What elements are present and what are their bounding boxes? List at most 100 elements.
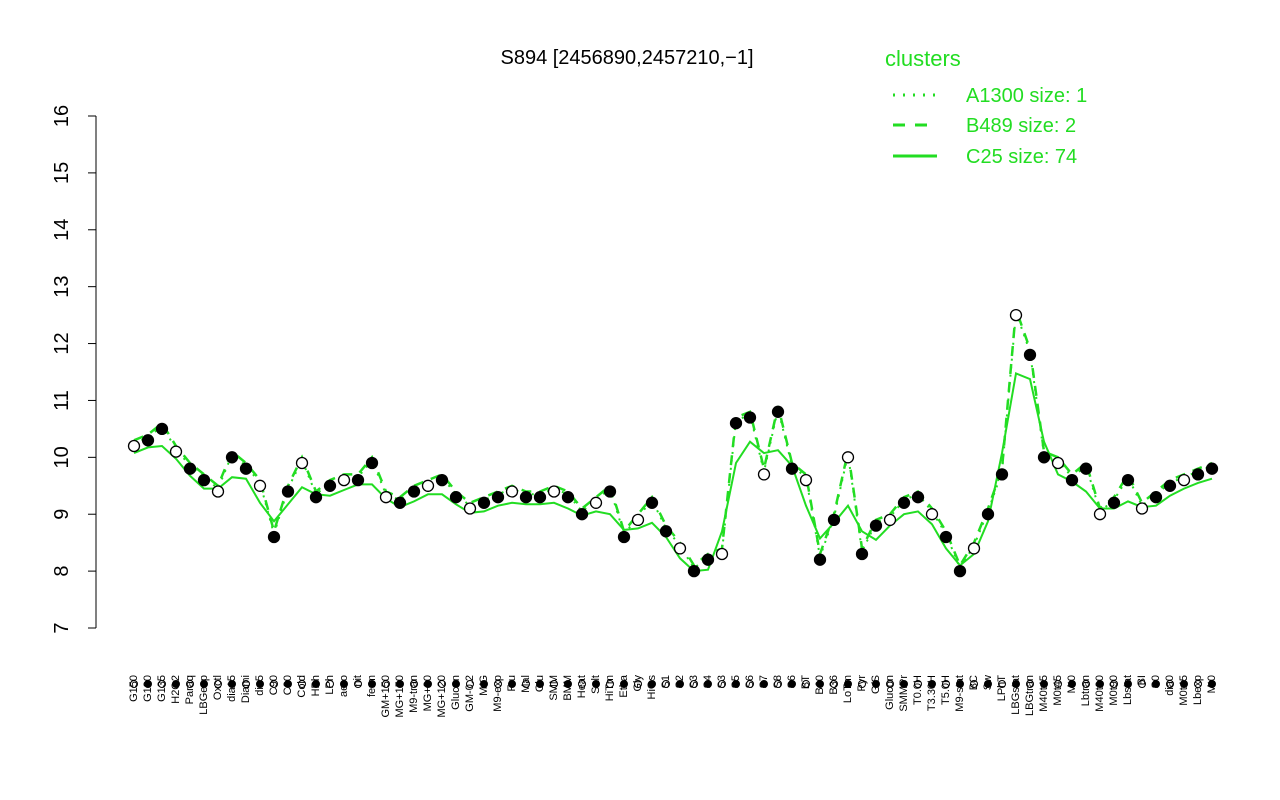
x-rug-mark [984,680,992,688]
data-point [533,491,547,504]
data-point [477,496,491,509]
x-tick-label: Diami [240,675,252,703]
data-point [645,496,659,509]
data-point [855,547,869,561]
x-tick-label: LBGexp [198,675,210,715]
x-rug-mark [564,680,572,688]
x-tick-label: Oxctl [212,675,224,700]
data-point [337,473,351,487]
x-tick-label: M0t45 [1052,675,1064,706]
data-point [1121,473,1135,487]
x-rug-mark [452,680,460,688]
data-point [505,485,519,498]
x-tick-label: S1 [660,675,672,688]
x-rug-mark [788,680,796,688]
x-tick-label: LBGstat [1010,675,1022,715]
x-rug-mark [1180,680,1188,688]
y-tick-label: 11 [51,390,73,411]
x-rug-mark [158,680,166,688]
x-tick-label: S2 [674,675,686,688]
x-rug-mark [1026,680,1034,688]
x-tick-label: ferm [366,675,378,697]
data-point [225,451,239,464]
x-rug-mark [676,680,684,688]
data-point [785,462,799,475]
data-point [127,439,141,453]
x-tick-label: Mt0 [1066,675,1078,693]
x-tick-label: G150 [128,675,140,702]
data-point [155,422,169,436]
x-rug-mark [1208,680,1216,688]
y-tick-label: 8 [51,566,73,577]
x-tick-label: S7 [758,675,770,688]
x-tick-label: M0t90 [1108,675,1120,706]
x-tick-label: C30 [282,675,294,695]
x-rug-mark [242,680,250,688]
data-point [1093,508,1107,521]
legend: clusters A1300 size: 1 B489 size: 2 C25 … [885,46,1087,168]
x-rug-mark [760,680,768,688]
x-rug-mark [914,680,922,688]
x-rug-mark [1040,680,1048,688]
data-point [827,513,841,527]
x-rug-mark [326,680,334,688]
x-rug-mark [802,680,810,688]
x-rug-mark [634,680,642,688]
data-point [1205,462,1219,475]
data-point [393,496,407,509]
x-rug-mark [1096,680,1104,688]
x-tick-label: S3 [716,675,728,688]
x-tick-label: BI [1136,675,1148,685]
x-tick-label: G135 [156,675,168,702]
x-rug-mark [620,680,628,688]
data-point [1037,451,1051,464]
data-point [407,485,421,498]
data-point [379,491,393,504]
x-rug-mark [746,680,754,688]
data-point [799,473,813,487]
data-point [659,525,673,538]
data-point [813,553,827,566]
data-point [309,491,323,504]
x-tick-label: M40t45 [1038,675,1050,712]
x-tick-label: Sw [982,675,994,690]
data-point [267,530,281,544]
x-rug-mark [536,680,544,688]
x-tick-label: S4 [702,675,714,688]
x-rug-mark [396,680,404,688]
x-tick-label: SMM [548,675,560,701]
y-axis: 7 8 9 10 11 12 13 14 15 16 [51,105,97,634]
x-tick-label: Glu [534,675,546,692]
data-point [701,553,715,566]
x-tick-label: dia15 [226,675,238,702]
x-tick-label: S3 [688,675,700,688]
x-tick-label: Salt [590,675,602,694]
x-tick-label: G/S [870,675,882,694]
x-rug-mark [648,680,656,688]
x-tick-label: S6 [786,675,798,688]
x-tick-label: Lbtran [1080,675,1092,706]
x-rug-mark [228,680,236,688]
x-tick-label: M40t90 [1094,675,1106,712]
x-tick-label: LPh [324,675,336,695]
x-tick-label: S8 [772,675,784,688]
x-rug-mark [354,680,362,688]
data-point [743,411,757,424]
y-tick-label: 14 [51,219,73,241]
x-tick-label: B36 [828,675,840,695]
data-point [519,491,533,504]
x-tick-label: Paraq [184,675,196,704]
x-tick-label: HiTm [604,675,616,701]
x-tick-label: M9-exp [492,675,504,712]
data-point [1009,308,1023,322]
data-point [883,513,897,527]
data-point [421,479,435,492]
data-point [925,508,939,521]
x-tick-label: Lbexp [1192,675,1204,705]
x-tick-label: T3.30H [926,675,938,711]
x-rug-mark [438,680,446,688]
x-rug-mark [424,680,432,688]
data-point [239,462,253,475]
x-tick-label: Mt0 [1206,675,1218,693]
x-tick-label: MG+150 [394,675,406,718]
